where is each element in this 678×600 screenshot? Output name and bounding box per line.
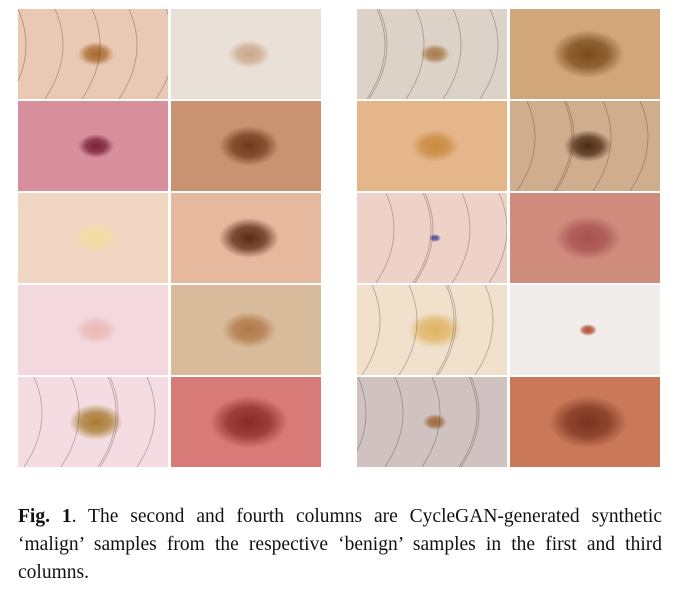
synthetic-malign-lesion-image	[171, 9, 321, 99]
benign-lesion-image	[18, 101, 168, 191]
figure-caption: Fig. 1. The second and fourth columns ar…	[18, 503, 662, 587]
synthetic-malign-lesion-image	[510, 9, 660, 99]
benign-lesion-image	[357, 377, 507, 467]
synthetic-malign-lesion-image	[171, 101, 321, 191]
synthetic-malign-lesion-image	[171, 377, 321, 467]
benign-lesion-image	[18, 377, 168, 467]
caption-label: Fig. 1	[18, 506, 72, 527]
synthetic-malign-lesion-image	[510, 377, 660, 467]
image-grid-left	[18, 9, 322, 467]
synthetic-malign-lesion-image	[510, 285, 660, 375]
benign-lesion-image	[18, 193, 168, 283]
benign-lesion-image	[18, 9, 168, 99]
synthetic-malign-lesion-image	[171, 193, 321, 283]
benign-lesion-image	[357, 193, 507, 283]
image-grid-right	[357, 9, 661, 467]
benign-lesion-image	[18, 285, 168, 375]
benign-lesion-image	[357, 9, 507, 99]
caption-text: . The second and fourth columns are Cycl…	[18, 506, 662, 583]
synthetic-malign-lesion-image	[510, 193, 660, 283]
benign-lesion-image	[357, 285, 507, 375]
synthetic-malign-lesion-image	[171, 285, 321, 375]
synthetic-malign-lesion-image	[510, 101, 660, 191]
benign-lesion-image	[357, 101, 507, 191]
